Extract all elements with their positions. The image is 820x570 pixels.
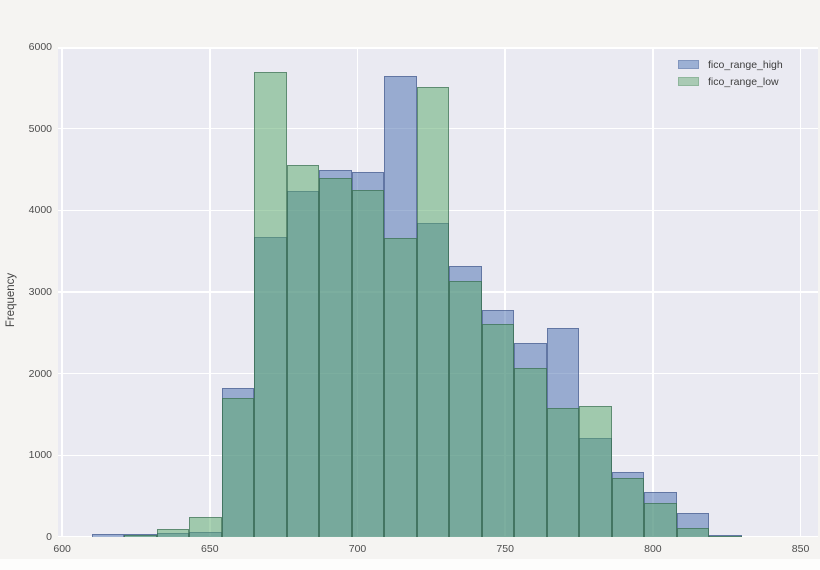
gridline-vertical <box>652 47 654 537</box>
plot-area <box>58 47 818 537</box>
x-tick-label: 700 <box>348 543 367 555</box>
x-tick-label: 800 <box>644 543 662 555</box>
legend-item: fico_range_low <box>678 73 783 90</box>
gridline-vertical <box>209 47 211 537</box>
histogram-bar-fico_range_low <box>286 165 320 537</box>
histogram-bar-fico_range_low <box>611 478 644 537</box>
histogram-bar-fico_range_low <box>189 516 222 537</box>
histogram-bar-fico_range_low <box>254 71 287 537</box>
histogram-bar-fico_range_low <box>156 528 190 537</box>
gridline-horizontal <box>58 47 818 49</box>
histogram-bar-fico_range_low <box>319 178 352 537</box>
legend-swatch-icon <box>678 77 699 86</box>
x-tick-label: 850 <box>791 543 810 555</box>
legend-swatch-icon <box>678 60 699 69</box>
gridline-vertical <box>61 47 63 537</box>
legend-label: fico_range_high <box>708 58 783 71</box>
histogram-bar-fico_range_low <box>351 189 385 537</box>
y-tick-label: 1000 <box>28 449 52 462</box>
legend-label: fico_range_low <box>708 75 779 88</box>
gridline-vertical <box>799 47 802 537</box>
x-tick-label: 750 <box>496 543 514 555</box>
legend: fico_range_high fico_range_low <box>664 50 793 94</box>
histogram-bar-fico_range_low <box>449 281 482 537</box>
histogram-bar-fico_range_low <box>579 405 612 537</box>
y-tick-label: 6000 <box>28 41 52 53</box>
histogram-bar-fico_range_low <box>221 398 255 537</box>
legend-item: fico_range_high <box>678 56 783 73</box>
y-tick-label: 5000 <box>28 122 52 135</box>
histogram-bar-fico_range_low <box>709 536 742 537</box>
histogram-bar-fico_range_low <box>514 368 547 537</box>
histogram-bar-fico_range_low <box>124 535 157 537</box>
x-tick-label: 600 <box>53 543 71 555</box>
histogram-bar-fico_range_low <box>644 502 677 537</box>
histogram-bar-fico_range_low <box>384 238 417 537</box>
x-tick-label: 650 <box>201 543 219 555</box>
histogram-bar-fico_range_low <box>676 527 709 537</box>
histogram-bar-fico_range_low <box>546 408 580 537</box>
y-tick-label: 4000 <box>28 204 52 217</box>
histogram-bar-fico_range_low <box>481 323 515 537</box>
histogram-bar-fico_range_high <box>91 534 125 537</box>
y-tick-label: 2000 <box>28 367 52 380</box>
y-tick-label: 3000 <box>28 286 52 298</box>
y-tick-label: 0 <box>46 531 52 543</box>
bottom-margin <box>0 559 820 570</box>
histogram-bar-fico_range_low <box>416 87 450 537</box>
gridline-vertical <box>504 47 506 537</box>
